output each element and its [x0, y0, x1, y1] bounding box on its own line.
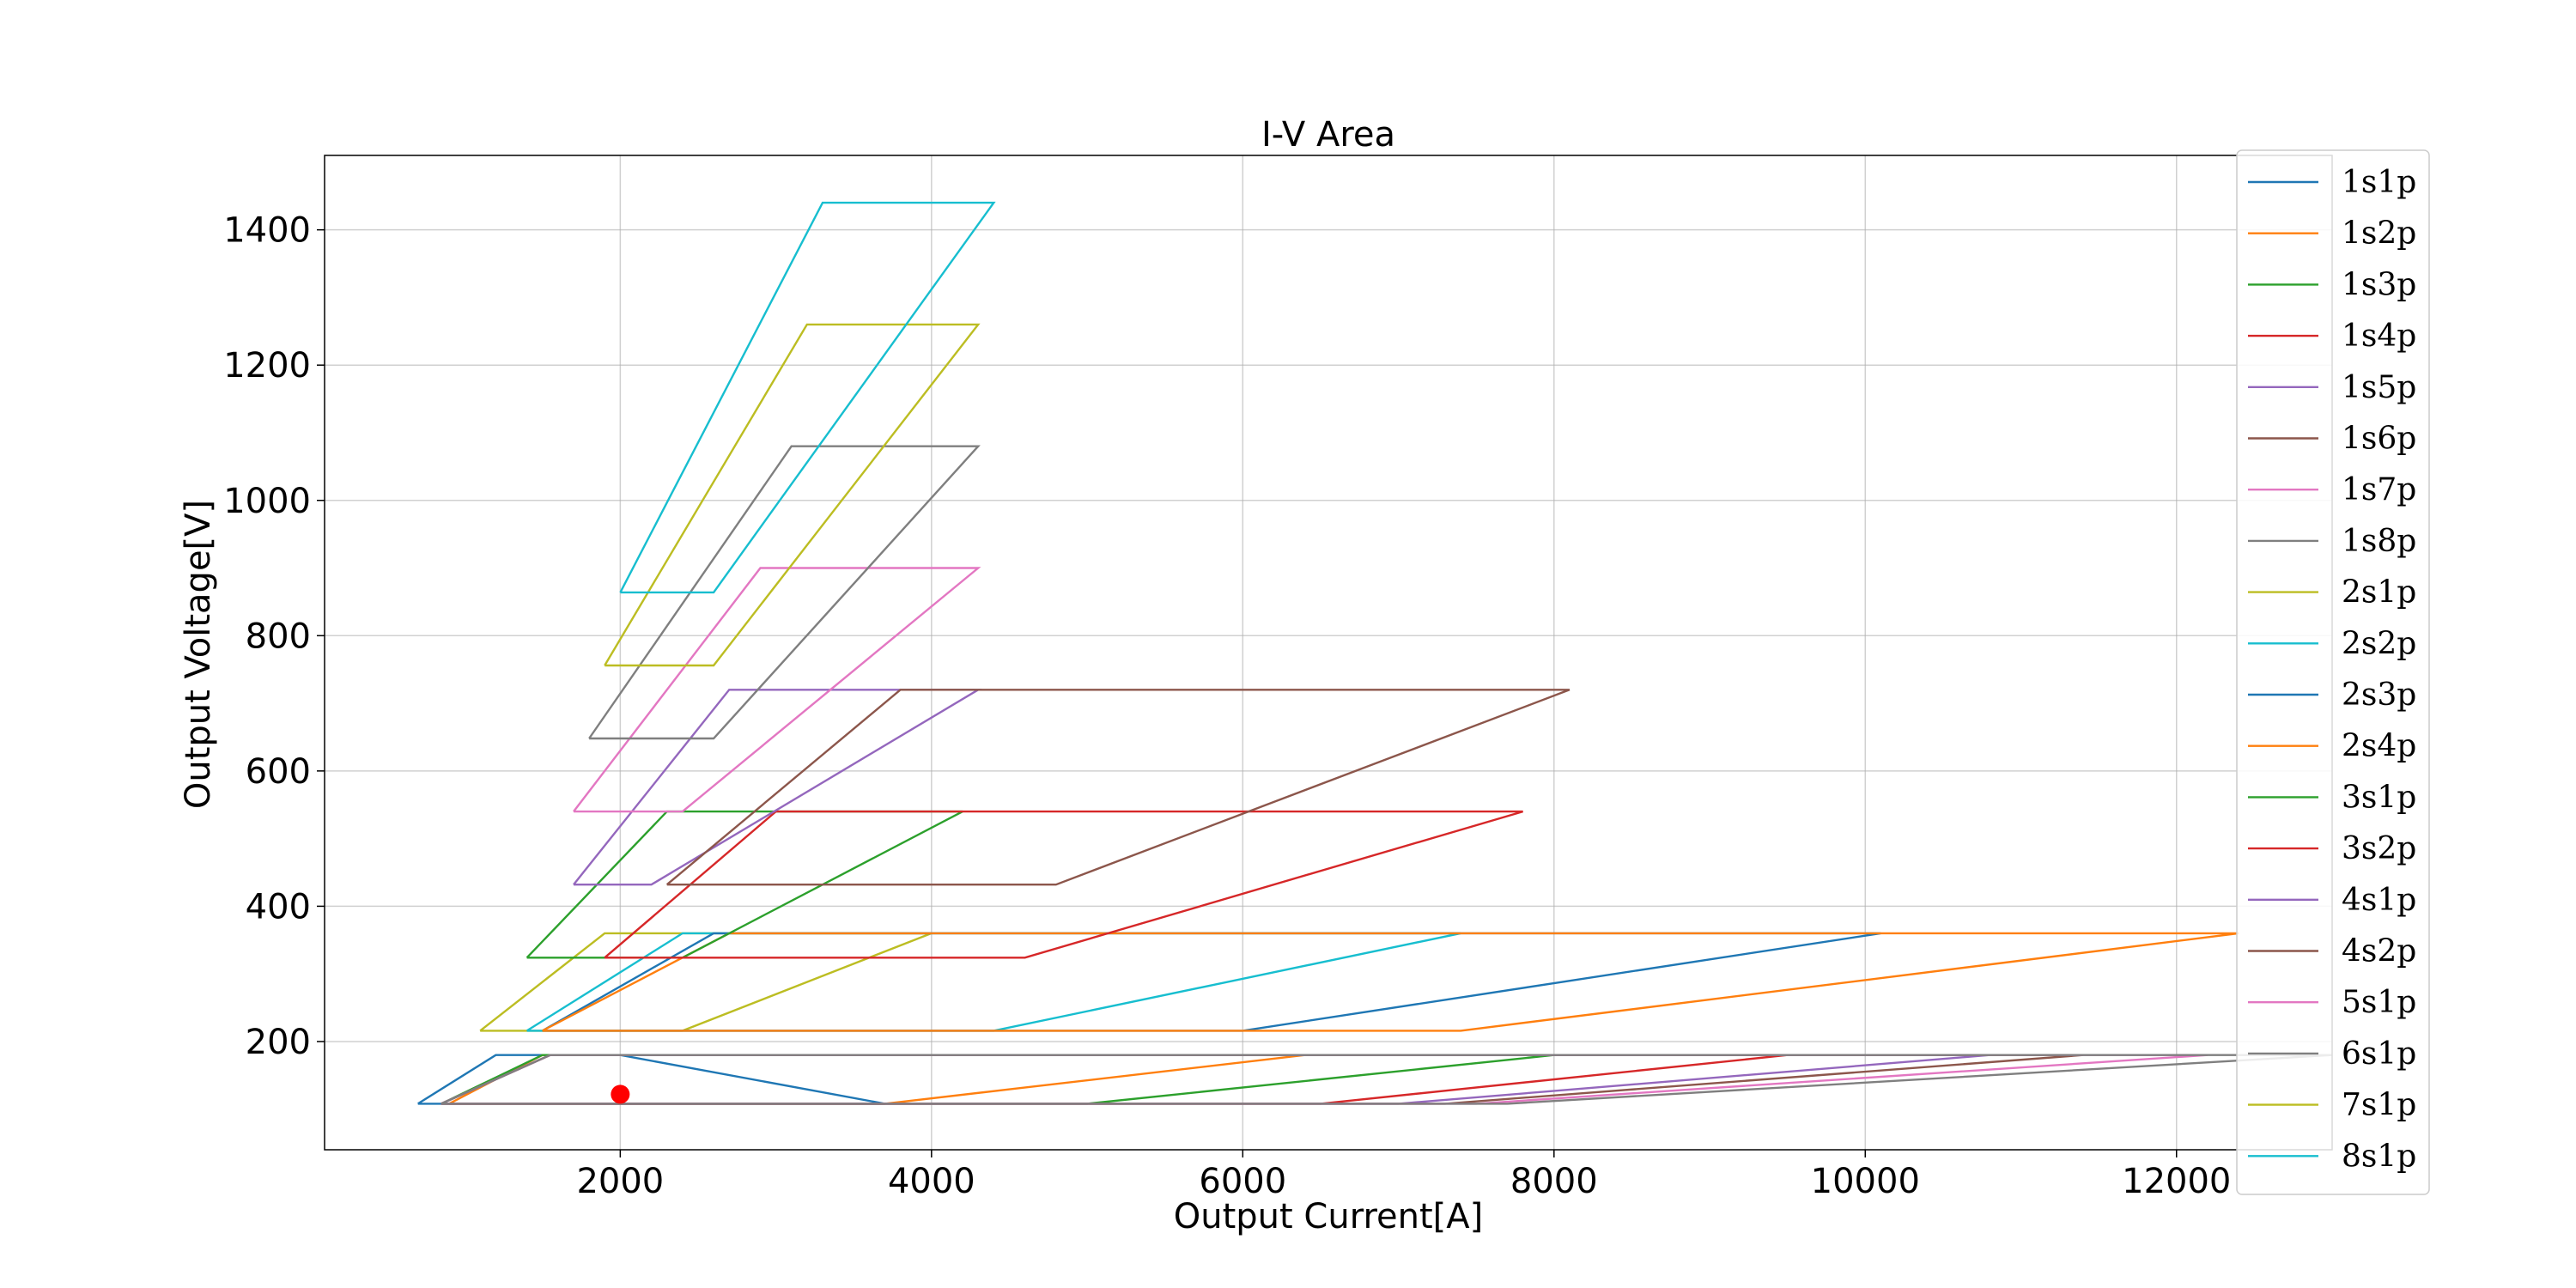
series-8s1p	[619, 201, 996, 594]
series-group	[417, 201, 2332, 1105]
legend-label-1s2p: 1s2p	[2342, 216, 2416, 252]
legend-label-1s4p: 1s4p	[2342, 319, 2416, 354]
y-tick-label: 1000	[223, 482, 311, 521]
y-tick-label: 600	[246, 752, 311, 792]
chart-title: I-V Area	[1261, 115, 1395, 155]
legend-label-1s6p: 1s6p	[2342, 422, 2416, 457]
x-tick-label: 10000	[1811, 1162, 1920, 1201]
legend-label-1s1p: 1s1p	[2342, 165, 2416, 200]
y-tick-label: 800	[246, 617, 311, 656]
marker-group	[611, 1084, 630, 1104]
series-3s2p	[604, 810, 1523, 959]
series-1s2p	[448, 1054, 1305, 1105]
y-axis-label: Output Voltage[V]	[179, 500, 218, 809]
series-4s2p	[665, 689, 1571, 886]
legend-label-1s5p: 1s5p	[2342, 370, 2416, 405]
x-tick-label: 2000	[576, 1162, 664, 1201]
y-tick-label: 1200	[223, 346, 311, 386]
legend-label-7s1p: 7s1p	[2342, 1088, 2416, 1123]
operating-point-marker	[611, 1084, 630, 1104]
series-7s1p	[604, 323, 981, 667]
legend-label-2s2p: 2s2p	[2342, 626, 2416, 661]
series-5s1p	[573, 567, 981, 813]
legend-label-5s1p: 5s1p	[2342, 985, 2416, 1020]
x-tick-label: 4000	[888, 1162, 975, 1201]
x-tick-label: 8000	[1510, 1162, 1598, 1201]
series-4s1p	[573, 689, 982, 886]
legend-label-8s1p: 8s1p	[2342, 1139, 2416, 1174]
legend-label-1s3p: 1s3p	[2342, 267, 2416, 302]
legend: 1s1p 1s2p 1s3p 1s4p 1s5p 1s6p 1s7p 1s8p 2s1p 2s2p…	[2236, 149, 2430, 1195]
series-2s2p	[526, 932, 1461, 1032]
series-6s1p	[588, 445, 981, 740]
tick-group: 2000 4000 6000 8000 10000 12000 200 400 600 800 10…	[223, 211, 2231, 1201]
legend-label-2s4p: 2s4p	[2342, 729, 2416, 764]
legend-label-2s1p: 2s1p	[2342, 575, 2416, 611]
plot-frame	[324, 155, 2333, 1151]
grid-lines	[325, 155, 2332, 1150]
y-tick-label: 400	[246, 887, 311, 927]
legend-frame	[2236, 149, 2430, 1195]
legend-label-4s1p: 4s1p	[2342, 883, 2416, 918]
series-1s1p	[417, 1054, 885, 1105]
legend-label-4s2p: 4s2p	[2342, 934, 2416, 969]
legend-label-1s8p: 1s8p	[2342, 524, 2416, 559]
x-tick-label: 6000	[1199, 1162, 1286, 1201]
y-tick-label: 200	[246, 1023, 311, 1062]
x-axis-label: Output Current[A]	[1174, 1197, 1483, 1236]
legend-label-2s3p: 2s3p	[2342, 677, 2416, 713]
legend-label-1s7p: 1s7p	[2342, 472, 2416, 507]
x-tick-label: 12000	[2122, 1162, 2231, 1201]
y-tick-label: 1400	[223, 211, 311, 251]
series-2s3p	[542, 932, 1881, 1032]
legend-label-3s2p: 3s2p	[2342, 831, 2416, 866]
series-2s1p	[479, 932, 933, 1032]
legend-label-3s1p: 3s1p	[2342, 780, 2416, 815]
legend-label-6s1p: 6s1p	[2342, 1036, 2416, 1072]
series-1s8p	[440, 1054, 2332, 1105]
